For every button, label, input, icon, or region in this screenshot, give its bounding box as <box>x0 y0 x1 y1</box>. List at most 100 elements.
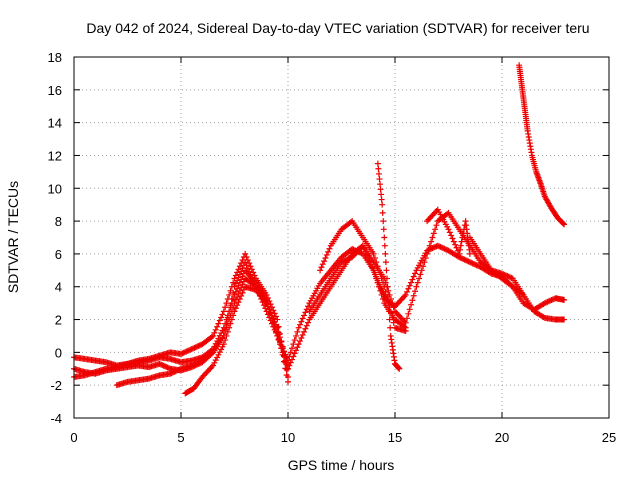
data-point <box>457 254 464 261</box>
data-point <box>210 332 217 339</box>
data-point <box>191 344 198 351</box>
data-point <box>472 261 479 268</box>
y-tick-label: 4 <box>55 280 62 295</box>
data-point <box>374 160 381 167</box>
data-point <box>453 244 460 251</box>
data-point <box>416 275 423 282</box>
data-point <box>549 296 556 303</box>
data-point <box>194 360 201 367</box>
data-point <box>195 359 202 366</box>
data-point <box>299 331 306 338</box>
data-point <box>501 271 508 278</box>
data-point <box>283 372 290 379</box>
data-point <box>161 363 168 370</box>
data-point <box>413 283 420 290</box>
data-point <box>466 250 473 257</box>
data-point <box>228 316 235 323</box>
data-point <box>271 318 278 325</box>
data-point <box>387 296 394 303</box>
data-point <box>294 328 301 335</box>
data-point <box>179 350 186 357</box>
data-point <box>248 266 255 273</box>
data-point <box>232 305 239 312</box>
data-point <box>290 341 297 348</box>
data-point <box>183 348 190 355</box>
series-track-11 <box>424 206 473 257</box>
series-track-8 <box>317 218 409 335</box>
data-point <box>226 324 233 331</box>
data-point <box>294 344 301 351</box>
data-point <box>373 259 380 266</box>
data-point <box>231 275 238 282</box>
data-point <box>220 308 227 315</box>
data-point <box>287 359 294 366</box>
data-point <box>441 245 448 252</box>
data-point <box>456 250 463 257</box>
data-point <box>283 361 290 368</box>
data-point <box>519 290 526 297</box>
data-point <box>263 300 270 307</box>
data-point <box>424 250 431 257</box>
data-point <box>428 238 435 245</box>
data-point <box>236 296 243 303</box>
data-point <box>302 325 309 332</box>
data-point <box>290 353 297 360</box>
data-point <box>187 346 194 353</box>
data-point <box>545 298 552 305</box>
data-point <box>366 258 373 265</box>
data-point <box>214 338 221 345</box>
data-point <box>211 359 218 366</box>
data-point <box>172 368 179 375</box>
data-point <box>377 181 384 188</box>
data-point <box>275 337 282 344</box>
data-point <box>343 256 350 263</box>
data-point <box>251 272 258 279</box>
data-point <box>156 360 163 367</box>
data-point <box>381 234 388 241</box>
data-point <box>382 250 389 257</box>
data-point <box>410 292 417 299</box>
data-point <box>387 324 394 331</box>
data-point <box>359 242 366 249</box>
data-point <box>418 267 425 274</box>
data-point <box>212 326 219 333</box>
data-point <box>379 296 386 303</box>
data-point <box>267 309 274 316</box>
data-point <box>385 291 392 298</box>
data-point <box>544 298 551 305</box>
series-track-10 <box>374 160 403 372</box>
data-point <box>561 221 568 228</box>
data-point <box>473 262 480 269</box>
data-point <box>168 370 175 377</box>
data-point <box>428 245 435 252</box>
data-point <box>194 343 201 350</box>
data-point <box>263 291 270 298</box>
data-point <box>508 274 515 281</box>
data-point <box>218 330 225 337</box>
data-point <box>196 342 203 349</box>
data-point <box>279 351 286 358</box>
data-point <box>160 362 167 369</box>
data-point <box>404 288 411 295</box>
data-point <box>358 250 365 257</box>
data-point <box>410 273 417 280</box>
data-point <box>378 275 385 282</box>
data-point <box>375 165 382 172</box>
data-point <box>289 356 296 363</box>
data-point <box>409 276 416 283</box>
data-point <box>264 303 271 310</box>
data-point <box>232 272 239 279</box>
data-point <box>434 242 441 249</box>
data-point <box>380 218 387 225</box>
data-point <box>450 238 457 245</box>
data-point <box>223 332 230 339</box>
data-point <box>468 259 475 266</box>
series-track-13 <box>516 62 568 228</box>
data-point <box>215 320 222 327</box>
data-point <box>295 324 302 331</box>
data-point <box>239 257 246 264</box>
data-point <box>171 368 178 375</box>
data-point <box>243 253 250 260</box>
y-tick-label: 8 <box>55 214 62 229</box>
data-point <box>382 259 389 266</box>
